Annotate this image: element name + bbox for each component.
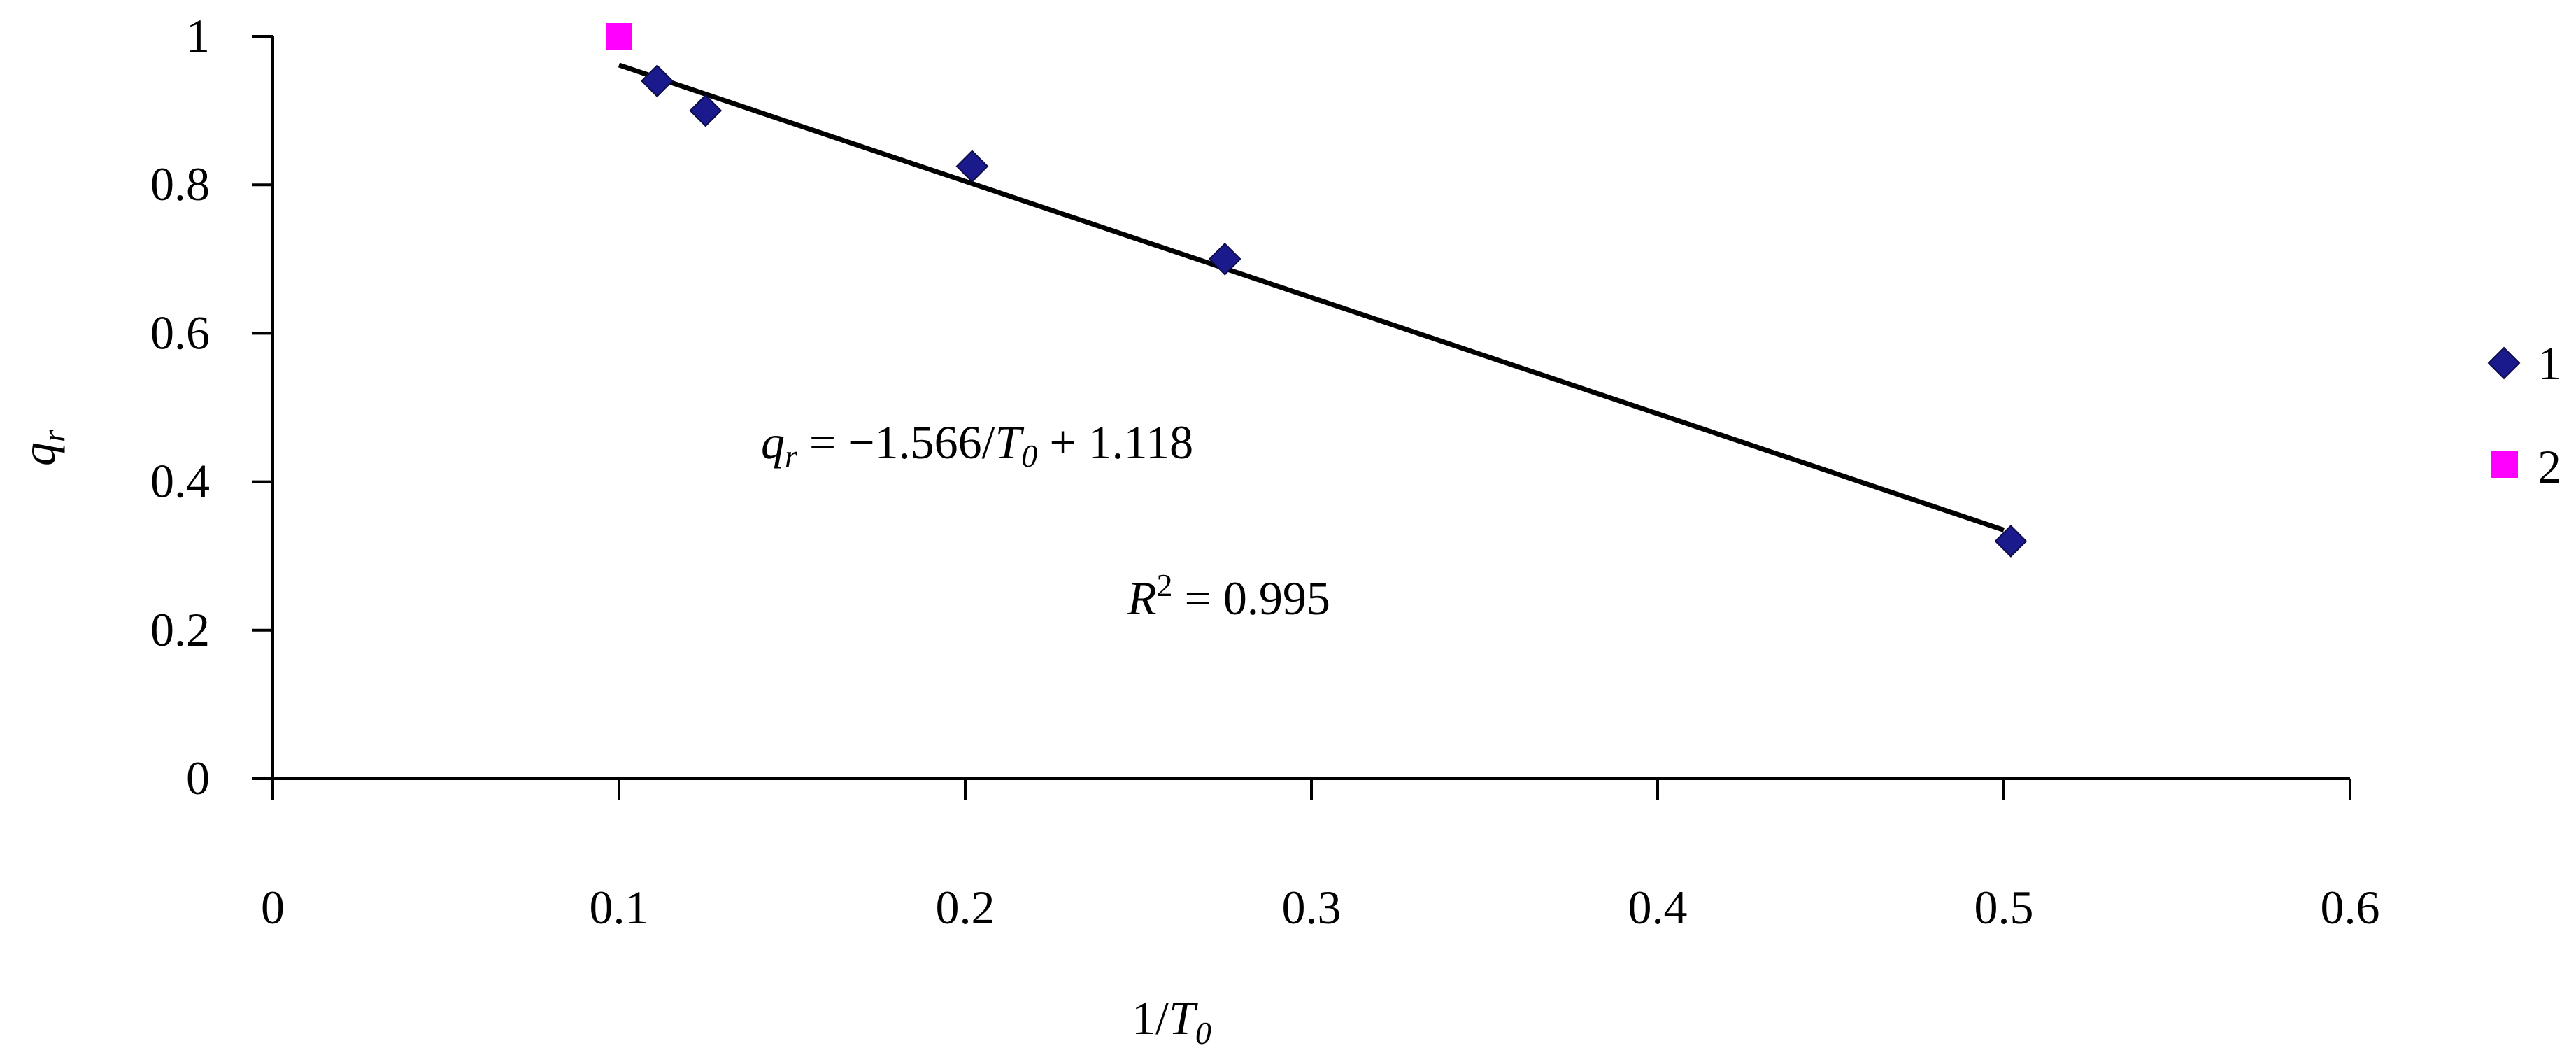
x-ticks: 0 0.1 0.2 0.3 0.4 0.5 0.6 xyxy=(261,779,2380,934)
x-tick-label: 0.1 xyxy=(590,881,649,934)
data-points xyxy=(606,23,2028,558)
x-tick-label: 0.4 xyxy=(1628,881,1688,934)
trendline xyxy=(618,62,2005,532)
data-point-series-1 xyxy=(1208,242,1241,276)
data-point-series-1 xyxy=(1994,525,2028,558)
y-ticks: 0 0.2 0.4 0.6 0.8 1 xyxy=(150,9,273,805)
data-point-series-1 xyxy=(955,150,989,183)
y-tick-label: 0.6 xyxy=(150,306,210,359)
legend-label-series-2: 2 xyxy=(2538,440,2561,493)
x-tick-label: 0.2 xyxy=(936,881,995,934)
y-axis-title: qr xyxy=(12,429,71,466)
x-tick-label: 0.3 xyxy=(1282,881,1342,934)
plot-area: 0 0.2 0.4 0.6 0.8 1 0 0.1 0.2 0.3 0.4 0.5 0.6 xyxy=(150,9,2380,934)
r-squared-annotation: R2 = 0.995 xyxy=(1127,567,1330,625)
y-tick-label: 0.4 xyxy=(150,455,210,508)
data-point-series-1 xyxy=(641,64,674,98)
equation-annotation: qr = −1.566/T0 + 1.118 xyxy=(761,416,1193,474)
y-tick-label: 0 xyxy=(186,751,210,805)
legend-marker-series-2 xyxy=(2491,451,2518,478)
x-axis-title: 1/T0 xyxy=(1132,991,1211,1051)
y-tick-label: 0.8 xyxy=(150,157,210,211)
y-tick-label: 0.2 xyxy=(150,603,210,656)
x-tick-label: 0.6 xyxy=(2321,881,2380,934)
x-tick-label: 0.5 xyxy=(1974,881,2034,934)
legend: 1 2 xyxy=(2487,337,2561,493)
legend-marker-series-1 xyxy=(2487,346,2521,380)
data-point-series-1 xyxy=(689,94,723,127)
data-point-series-2 xyxy=(606,23,632,50)
legend-label-series-1: 1 xyxy=(2538,337,2561,390)
x-tick-label: 0 xyxy=(261,881,285,934)
y-tick-label: 1 xyxy=(186,9,210,62)
